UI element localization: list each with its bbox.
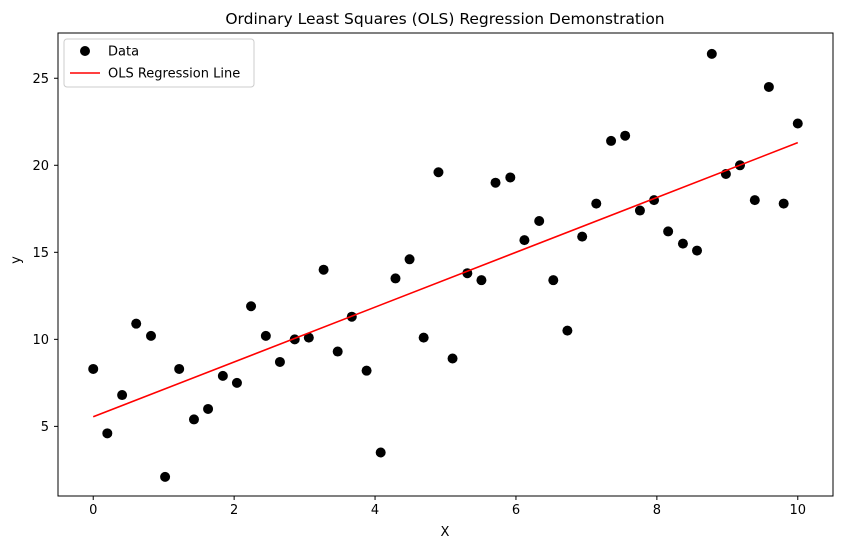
data-point [390, 273, 401, 284]
data-point [577, 231, 588, 242]
data-point [634, 205, 645, 216]
data-point [217, 370, 228, 381]
data-point [117, 390, 128, 401]
data-point [188, 414, 199, 425]
plot-area [88, 48, 803, 482]
data-point [231, 377, 242, 388]
axes-frame [57, 32, 834, 497]
data-point [677, 238, 688, 249]
data-point [375, 447, 386, 458]
data-point [792, 118, 803, 129]
data-point [562, 325, 573, 336]
legend-marker-swatch [80, 46, 90, 56]
y-tick-label: 20 [32, 159, 49, 174]
data-point [447, 353, 458, 364]
y-tick-label: 15 [32, 246, 49, 261]
data-point [274, 356, 285, 367]
x-tick-label: 2 [230, 503, 238, 518]
data-point [534, 215, 545, 226]
data-point [361, 365, 372, 376]
legend-label: OLS Regression Line [108, 67, 240, 82]
data-point [620, 130, 631, 141]
data-point [706, 48, 717, 59]
data-point [260, 330, 271, 341]
data-point [591, 198, 602, 209]
data-point [692, 245, 703, 256]
data-point [146, 330, 156, 341]
data-point [763, 81, 774, 92]
data-point [519, 235, 530, 246]
y-tick-label: 5 [41, 420, 49, 435]
data-point [102, 428, 113, 439]
data-point [318, 264, 329, 275]
data-point [418, 332, 429, 343]
y-tick-label: 10 [32, 333, 49, 348]
data-point [778, 198, 789, 209]
y-tick-label: 25 [32, 72, 49, 87]
y-axis-label: y [9, 256, 24, 264]
x-tick-label: 10 [789, 503, 806, 518]
data-point [303, 332, 314, 343]
legend-box [63, 38, 255, 88]
data-point [433, 167, 444, 178]
axes: 0 2 4 6 8 10 5 10 15 20 25 [32, 32, 834, 518]
data-point [749, 195, 760, 206]
x-axis-label: X [441, 525, 450, 540]
data-point [505, 172, 516, 183]
data-point [606, 135, 617, 146]
regression-line [92, 141, 799, 418]
data-point [174, 363, 185, 374]
legend: Data OLS Regression Line [63, 38, 255, 88]
data-point [332, 346, 343, 357]
data-point [246, 301, 257, 312]
chart-title: Ordinary Least Squares (OLS) Regression … [225, 10, 664, 28]
data-point [88, 363, 99, 374]
data-point [160, 471, 171, 482]
data-point [476, 275, 487, 286]
data-point [663, 226, 674, 237]
data-point [490, 177, 501, 188]
x-tick-label: 4 [371, 503, 379, 518]
data-point [131, 318, 142, 329]
legend-label: Data [108, 45, 139, 60]
x-tick-label: 6 [512, 503, 520, 518]
data-point [548, 275, 559, 286]
x-tick-label: 8 [653, 503, 661, 518]
data-point [404, 254, 415, 265]
x-tick-label: 0 [89, 503, 97, 518]
data-point [203, 403, 214, 414]
